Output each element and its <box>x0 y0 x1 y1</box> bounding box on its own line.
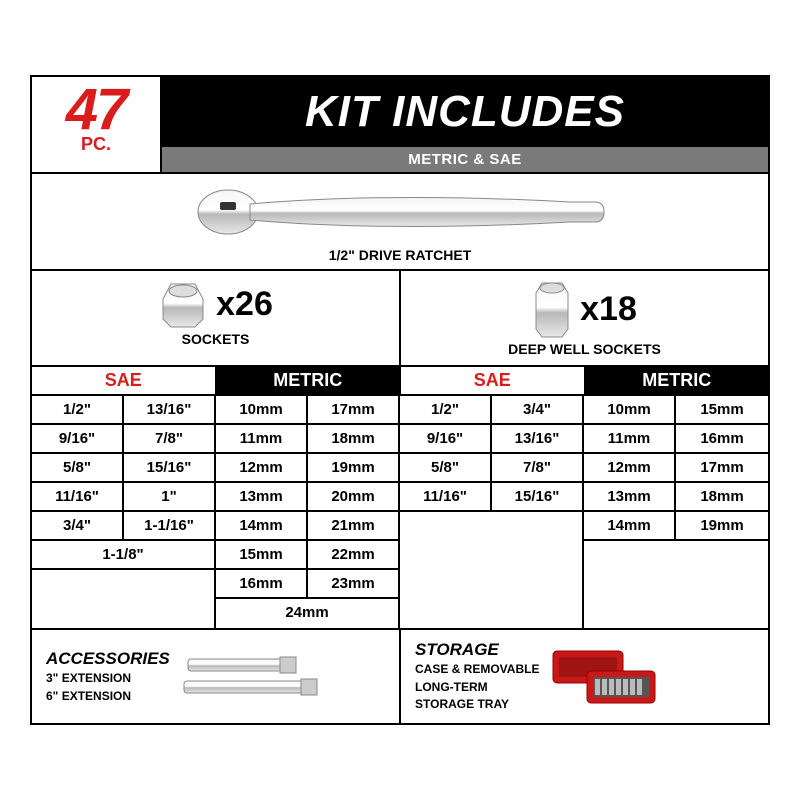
kit-title: KIT INCLUDES <box>162 77 768 147</box>
header-row: 47 PC. KIT INCLUDES METRIC & SAE <box>32 77 768 174</box>
deep-sockets-box: x18 DEEP WELL SOCKETS <box>401 271 768 365</box>
piece-label: PC. <box>32 134 160 155</box>
size-cell: 9/16" <box>400 425 492 454</box>
size-cell: 15/16" <box>124 454 216 483</box>
size-cell: 3/4" <box>32 512 124 541</box>
title-box: KIT INCLUDES METRIC & SAE <box>162 77 768 174</box>
size-cell: 1-1/16" <box>124 512 216 541</box>
size-cell: 19mm <box>676 512 768 541</box>
sae-header-1: SAE <box>32 367 217 396</box>
accessories-line1: 3" EXTENSION <box>46 671 170 687</box>
ratchet-row: 1/2" DRIVE RATCHET <box>32 174 768 271</box>
empty-cell <box>584 570 768 599</box>
size-cell: 11/16" <box>32 483 124 512</box>
size-cell: 11mm <box>216 425 308 454</box>
size-cell: 15mm <box>216 541 308 570</box>
size-cell: 11/16" <box>400 483 492 512</box>
empty-cell <box>400 512 492 541</box>
deep-socket-icon <box>532 279 572 339</box>
metric-header-1: METRIC <box>217 367 402 396</box>
empty-cell <box>584 599 768 628</box>
sockets-row: x26 SOCKETS x18 DEEP WELL SOCKETS <box>32 271 768 367</box>
empty-cell <box>400 570 584 599</box>
piece-count-box: 47 PC. <box>32 77 162 174</box>
size-cell: 22mm <box>308 541 400 570</box>
storage-box: STORAGE CASE & REMOVABLE LONG-TERM STORA… <box>401 630 768 723</box>
size-cell: 19mm <box>308 454 400 483</box>
accessories-box: ACCESSORIES 3" EXTENSION 6" EXTENSION <box>32 630 401 723</box>
size-cell: 18mm <box>308 425 400 454</box>
empty-cell <box>584 541 768 570</box>
size-cell: 16mm <box>216 570 308 599</box>
empty-cell <box>492 512 584 541</box>
sae-header-2: SAE <box>401 367 586 396</box>
size-cell: 15/16" <box>492 483 584 512</box>
storage-line2: LONG-TERM <box>415 680 539 696</box>
size-cell: 21mm <box>308 512 400 541</box>
size-cell: 1/2" <box>400 396 492 425</box>
size-cell: 10mm <box>584 396 676 425</box>
deep-socket-count: x18 <box>580 290 637 329</box>
size-cell: 15mm <box>676 396 768 425</box>
size-cell: 1-1/8" <box>32 541 216 570</box>
size-cell: 1/2" <box>32 396 124 425</box>
metric-header-2: METRIC <box>586 367 769 396</box>
subtitle: METRIC & SAE <box>162 147 768 174</box>
size-cell: 13mm <box>584 483 676 512</box>
size-cell: 14mm <box>584 512 676 541</box>
sizes-grid: 1/2" 13/16" 10mm 17mm 1/2" 3/4" 10mm 15m… <box>32 396 768 628</box>
kit-card: 47 PC. KIT INCLUDES METRIC & SAE 1/2" DR… <box>30 75 770 725</box>
size-cell: 9/16" <box>32 425 124 454</box>
empty-cell <box>32 570 216 599</box>
size-cell: 13mm <box>216 483 308 512</box>
size-cell: 20mm <box>308 483 400 512</box>
size-cell: 11mm <box>584 425 676 454</box>
size-cell: 7/8" <box>492 454 584 483</box>
size-cell: 7/8" <box>124 425 216 454</box>
size-cell: 17mm <box>308 396 400 425</box>
size-cell: 14mm <box>216 512 308 541</box>
size-cell: 12mm <box>216 454 308 483</box>
ratchet-label: 1/2" DRIVE RATCHET <box>32 247 768 263</box>
storage-line3: STORAGE TRAY <box>415 697 539 713</box>
sockets-box: x26 SOCKETS <box>32 271 401 365</box>
empty-cell <box>400 541 584 570</box>
accessories-line2: 6" EXTENSION <box>46 689 170 705</box>
size-cell: 1" <box>124 483 216 512</box>
piece-count: 47 <box>32 85 160 134</box>
size-cell: 10mm <box>216 396 308 425</box>
empty-cell <box>32 599 216 628</box>
socket-label: SOCKETS <box>32 331 399 347</box>
size-cell: 23mm <box>308 570 400 599</box>
size-cell: 13/16" <box>492 425 584 454</box>
size-cell: 17mm <box>676 454 768 483</box>
bottom-row: ACCESSORIES 3" EXTENSION 6" EXTENSION ST… <box>32 628 768 723</box>
size-cell: 18mm <box>676 483 768 512</box>
case-icon <box>549 647 659 707</box>
socket-icon <box>158 279 208 329</box>
size-cell: 3/4" <box>492 396 584 425</box>
ratchet-icon <box>190 184 610 240</box>
socket-count: x26 <box>216 285 273 324</box>
unit-headers: SAE METRIC SAE METRIC <box>32 367 768 396</box>
accessories-title: ACCESSORIES <box>46 649 170 669</box>
size-cell: 12mm <box>584 454 676 483</box>
empty-cell <box>400 599 584 628</box>
size-cell: 13/16" <box>124 396 216 425</box>
storage-line1: CASE & REMOVABLE <box>415 662 539 678</box>
size-cell: 5/8" <box>400 454 492 483</box>
size-cell: 5/8" <box>32 454 124 483</box>
extension-icon <box>180 651 320 703</box>
deep-socket-label: DEEP WELL SOCKETS <box>401 341 768 357</box>
storage-title: STORAGE <box>415 640 539 660</box>
size-cell: 24mm <box>216 599 400 628</box>
size-cell: 16mm <box>676 425 768 454</box>
